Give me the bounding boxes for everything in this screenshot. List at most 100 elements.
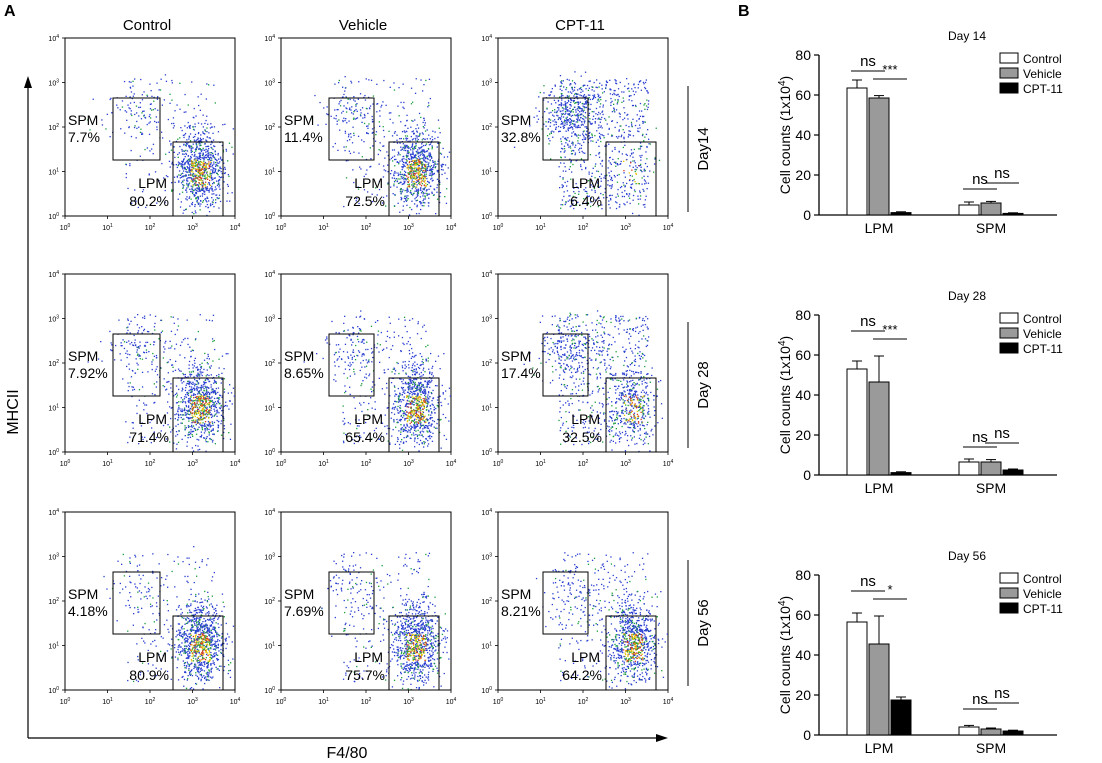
legend-swatch-cpt-11 — [999, 602, 1019, 614]
y-tick-label: 101 — [264, 642, 275, 651]
significance-label: ns — [860, 573, 876, 590]
y-axis-label: Cell counts (1x104) — [777, 596, 793, 714]
y-tick-label: 104 — [264, 508, 275, 517]
bar-cpt-11-lpm — [890, 472, 912, 476]
y-tick-label: 100 — [48, 448, 59, 457]
y-tick-label: 102 — [48, 359, 59, 368]
x-tick-label: 101 — [535, 697, 546, 706]
y-tick-label: 103 — [481, 79, 492, 88]
y-tick-label: 104 — [481, 270, 492, 279]
spm-gate — [112, 571, 161, 635]
y-tick-label: 100 — [264, 686, 275, 695]
x-tick-label: 104 — [230, 697, 241, 706]
category-label: SPM — [976, 740, 1006, 756]
y-tick-label: 60 — [795, 607, 811, 623]
y-tick-label: 80 — [795, 567, 811, 583]
x-tick-label: 103 — [187, 459, 198, 468]
spm-gate — [542, 97, 589, 161]
spm-percent: 8.65% — [284, 365, 324, 381]
legend-swatch-control — [999, 312, 1019, 324]
lpm-gate-label: LPM — [354, 175, 383, 191]
x-tick-label: 101 — [535, 223, 546, 232]
x-tick-label: 104 — [230, 223, 241, 232]
y-tick-label: 103 — [481, 553, 492, 562]
x-tick-label: 101 — [102, 223, 113, 232]
spm-gate — [542, 571, 589, 635]
bar-cpt-11-lpm — [890, 212, 912, 216]
x-tick-label: 102 — [578, 697, 589, 706]
bar-control-lpm — [846, 368, 868, 476]
lpm-gate — [172, 141, 224, 217]
lpm-gate — [388, 141, 440, 217]
spm-gate-label: SPM — [68, 112, 98, 128]
lpm-percent: 80.2% — [129, 193, 169, 209]
significance-label: ns — [860, 53, 876, 70]
x-tick-label: 103 — [403, 697, 414, 706]
lpm-percent: 6.4% — [570, 193, 602, 209]
legend-label: CPT-11 — [1023, 342, 1063, 356]
x-tick-label: 101 — [535, 459, 546, 468]
category-label: SPM — [976, 220, 1006, 236]
spm-gate-label: SPM — [501, 586, 531, 602]
y-tick-label: 102 — [481, 123, 492, 132]
x-tick-label: 102 — [578, 223, 589, 232]
significance-label: ns — [972, 171, 988, 188]
y-tick-label: 100 — [264, 448, 275, 457]
legend-label: Vehicle — [1023, 587, 1062, 601]
lpm-gate — [172, 377, 224, 453]
scatter-points — [87, 74, 234, 217]
spm-gate — [542, 333, 589, 397]
lpm-gate-label: LPM — [138, 175, 167, 191]
y-tick-label: 104 — [48, 34, 59, 43]
y-tick-label: 101 — [264, 404, 275, 413]
x-tick-label: 103 — [187, 697, 198, 706]
spm-percent: 4.18% — [68, 603, 108, 619]
bar-vehicle-spm — [980, 461, 1002, 476]
significance-label: ns — [994, 425, 1010, 442]
x-tick-label: 101 — [318, 223, 329, 232]
y-tick-label: 100 — [481, 686, 492, 695]
flow-plot-frame — [64, 511, 236, 691]
y-tick-label: 103 — [264, 553, 275, 562]
x-tick-label: 103 — [620, 223, 631, 232]
panel-label-b: B — [738, 3, 750, 20]
column-title-control: Control — [123, 17, 171, 34]
y-tick-label: 102 — [264, 359, 275, 368]
bar-vehicle-spm — [980, 728, 1002, 736]
x-tick-label: 103 — [403, 223, 414, 232]
x-tick-label: 101 — [318, 697, 329, 706]
y-axis-label: Cell counts (1x104) — [777, 76, 793, 194]
y-tick-label: 101 — [48, 642, 59, 651]
x-tick-label: 100 — [276, 223, 287, 232]
x-axis-label: F4/80 — [327, 745, 368, 762]
legend-swatch-vehicle — [999, 327, 1019, 339]
x-tick-label: 104 — [446, 223, 457, 232]
y-tick-label: 40 — [795, 647, 811, 663]
significance-label: ns — [994, 165, 1010, 182]
y-tick-label: 101 — [48, 168, 59, 177]
significance-label: *** — [882, 322, 897, 337]
lpm-gate-label: LPM — [571, 649, 600, 665]
x-tick-label: 100 — [276, 697, 287, 706]
scatter-points — [321, 552, 450, 691]
column-title-cpt11: CPT-11 — [555, 17, 605, 34]
row-label-day28: Day 28 — [695, 361, 712, 409]
x-axis-arrowhead — [656, 734, 668, 742]
spm-gate-label: SPM — [501, 112, 531, 128]
y-tick-label: 103 — [264, 79, 275, 88]
legend-label: Vehicle — [1023, 67, 1062, 81]
bar-control-spm — [958, 204, 980, 216]
x-tick-label: 100 — [60, 459, 71, 468]
chart-title: Day 56 — [948, 549, 986, 563]
lpm-gate-label: LPM — [354, 649, 383, 665]
y-tick-label: 102 — [264, 123, 275, 132]
chart-title: Day 28 — [948, 289, 986, 303]
